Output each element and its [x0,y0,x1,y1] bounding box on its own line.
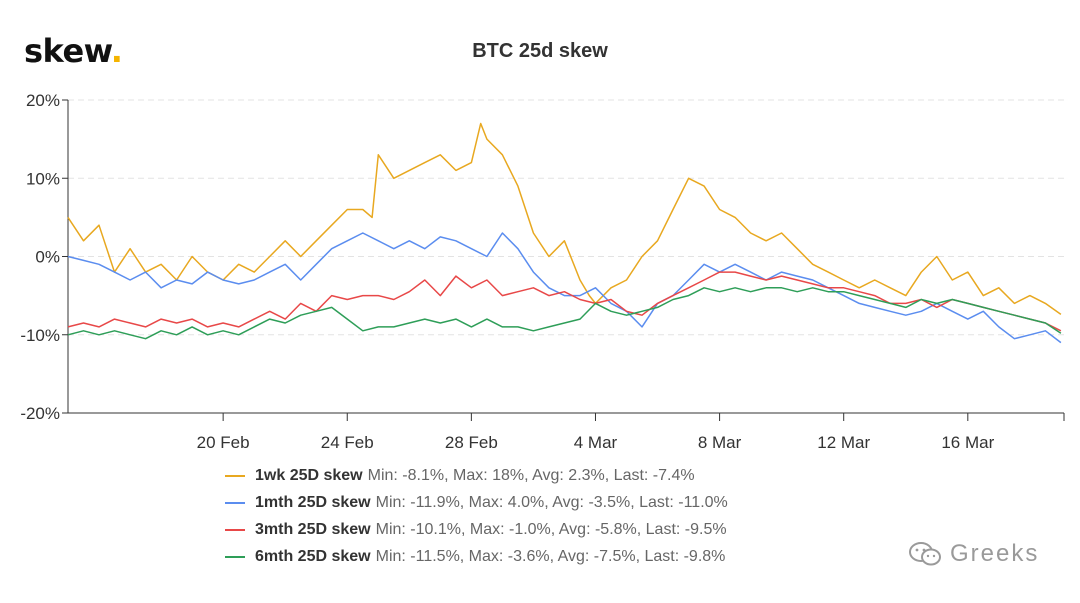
legend-item[interactable]: 6mth 25D skew Min: -11.5%, Max: -3.6%, Av… [225,543,728,570]
x-tick-label: 20 Feb [197,433,250,452]
wechat-icon [909,542,941,566]
chart-title: BTC 25d skew [472,40,608,62]
y-tick-label: 10% [26,169,60,188]
x-tick-label: 12 Mar [817,433,870,452]
legend-series-stats: Min: -8.1%, Max: 18%, Avg: 2.3%, Last: -… [367,466,695,484]
series-line-3 [67,271,1062,332]
legend-series-name: 1mth 25D skew [255,493,371,511]
series-line-2 [67,232,1062,344]
legend-series-name: 3mth 25D skew [255,520,371,538]
legend-series-stats: Min: -11.5%, Max: -3.6%, Avg: -7.5%, Las… [375,547,726,565]
x-tick-label: 24 Feb [321,433,374,452]
legend-series-name: 1wk 25D skew [255,466,363,484]
logo-text: skew [24,32,111,70]
legend-swatch [225,474,245,477]
x-tick-label: 28 Feb [445,433,498,452]
legend-series-stats: Min: -11.9%, Max: 4.0%, Avg: -3.5%, Last… [375,493,728,511]
y-tick-label: -10% [20,326,60,345]
watermark: Greeks [908,540,1039,568]
x-tick-label: 16 Mar [941,433,994,452]
skew-logo: skew. [24,32,123,70]
y-tick-label: 20% [26,91,60,110]
legend-swatch [225,528,245,531]
legend-swatch [225,501,245,504]
legend-item[interactable]: 1mth 25D skew Min: -11.9%, Max: 4.0%, Avg… [225,489,728,516]
y-tick-label: 0% [35,248,60,267]
chart-legend: 1wk 25D skew Min: -8.1%, Max: 18%, Avg: 2… [225,462,728,570]
legend-item[interactable]: 3mth 25D skew Min: -10.1%, Max: -1.0%, Av… [225,516,728,543]
x-tick-label: 8 Mar [698,433,742,452]
series-line-4 [67,287,1062,340]
legend-item[interactable]: 1wk 25D skew Min: -8.1%, Max: 18%, Avg: 2… [225,462,728,489]
series-line-1 [67,122,1062,316]
legend-series-stats: Min: -10.1%, Max: -1.0%, Avg: -5.8%, Las… [375,520,727,538]
legend-series-name: 6mth 25D skew [255,547,371,565]
logo-dot: . [110,32,123,70]
legend-swatch [225,555,245,558]
y-tick-label: -20% [20,404,60,423]
x-tick-label: 4 Mar [574,433,618,452]
watermark-text: Greeks [950,540,1040,567]
